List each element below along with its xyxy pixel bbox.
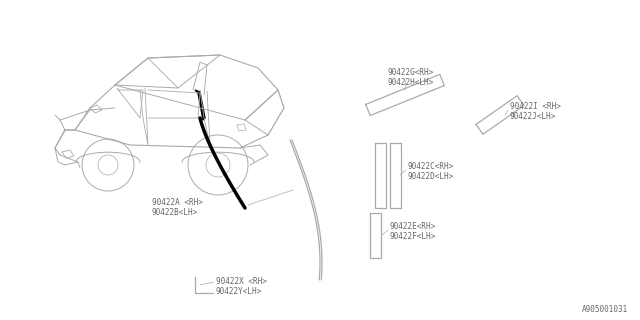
Text: 90422X <RH>
90422Y<LH>: 90422X <RH> 90422Y<LH> [216, 277, 267, 296]
Text: 90422G<RH>
90422H<LH>: 90422G<RH> 90422H<LH> [388, 68, 435, 87]
Text: 90422C<RH>
90422D<LH>: 90422C<RH> 90422D<LH> [408, 162, 454, 181]
Text: 90422E<RH>
90422F<LH>: 90422E<RH> 90422F<LH> [390, 222, 436, 241]
Text: A905001031: A905001031 [582, 305, 628, 314]
Polygon shape [195, 90, 205, 120]
Text: 90422A <RH>
90422B<LH>: 90422A <RH> 90422B<LH> [152, 198, 203, 217]
Text: 90422I <RH>
90422J<LH>: 90422I <RH> 90422J<LH> [510, 102, 561, 121]
